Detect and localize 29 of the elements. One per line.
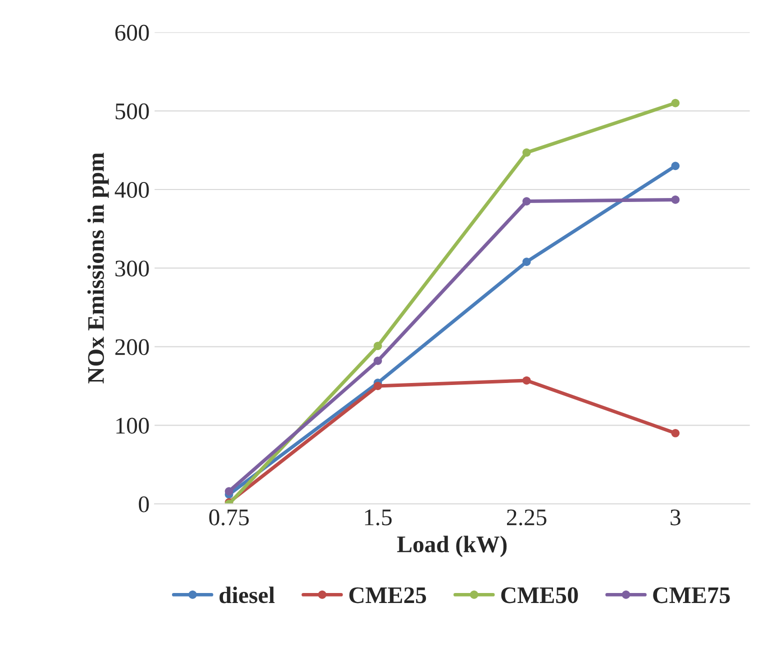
y-tick-label: 500 (116, 103, 149, 120)
y-tick-label: 300 (115, 260, 149, 277)
point (671, 196, 680, 204)
legend-label: diesel (220, 586, 275, 604)
y-tick-label: 200 (115, 339, 149, 356)
point (671, 162, 680, 170)
y-tick-label: 0 (138, 496, 149, 512)
point (374, 382, 382, 390)
point (522, 197, 531, 206)
legend-label: CME75 (653, 587, 730, 604)
point (522, 258, 531, 266)
x-tick-label: 3 (670, 509, 680, 526)
point (522, 376, 531, 385)
y-tick-label: 600 (115, 24, 149, 41)
x-tick-label: 0.75 (209, 509, 249, 526)
y-tick-label: 400 (114, 182, 149, 198)
point (224, 487, 234, 496)
legend-label: CME25 (349, 587, 426, 604)
point (522, 148, 531, 157)
y-tick-label: 100 (116, 418, 149, 434)
y-axis-title: NOx Emissions in ppm (87, 152, 109, 384)
x-axis-title: Load (kW) (397, 536, 507, 558)
point (671, 428, 680, 438)
point (671, 98, 680, 108)
x-tick-label: 2.25 (506, 509, 546, 526)
x-tick-label: 1.5 (365, 510, 392, 526)
legend-label: CME50 (501, 587, 578, 604)
point (374, 356, 382, 365)
point (374, 342, 382, 350)
